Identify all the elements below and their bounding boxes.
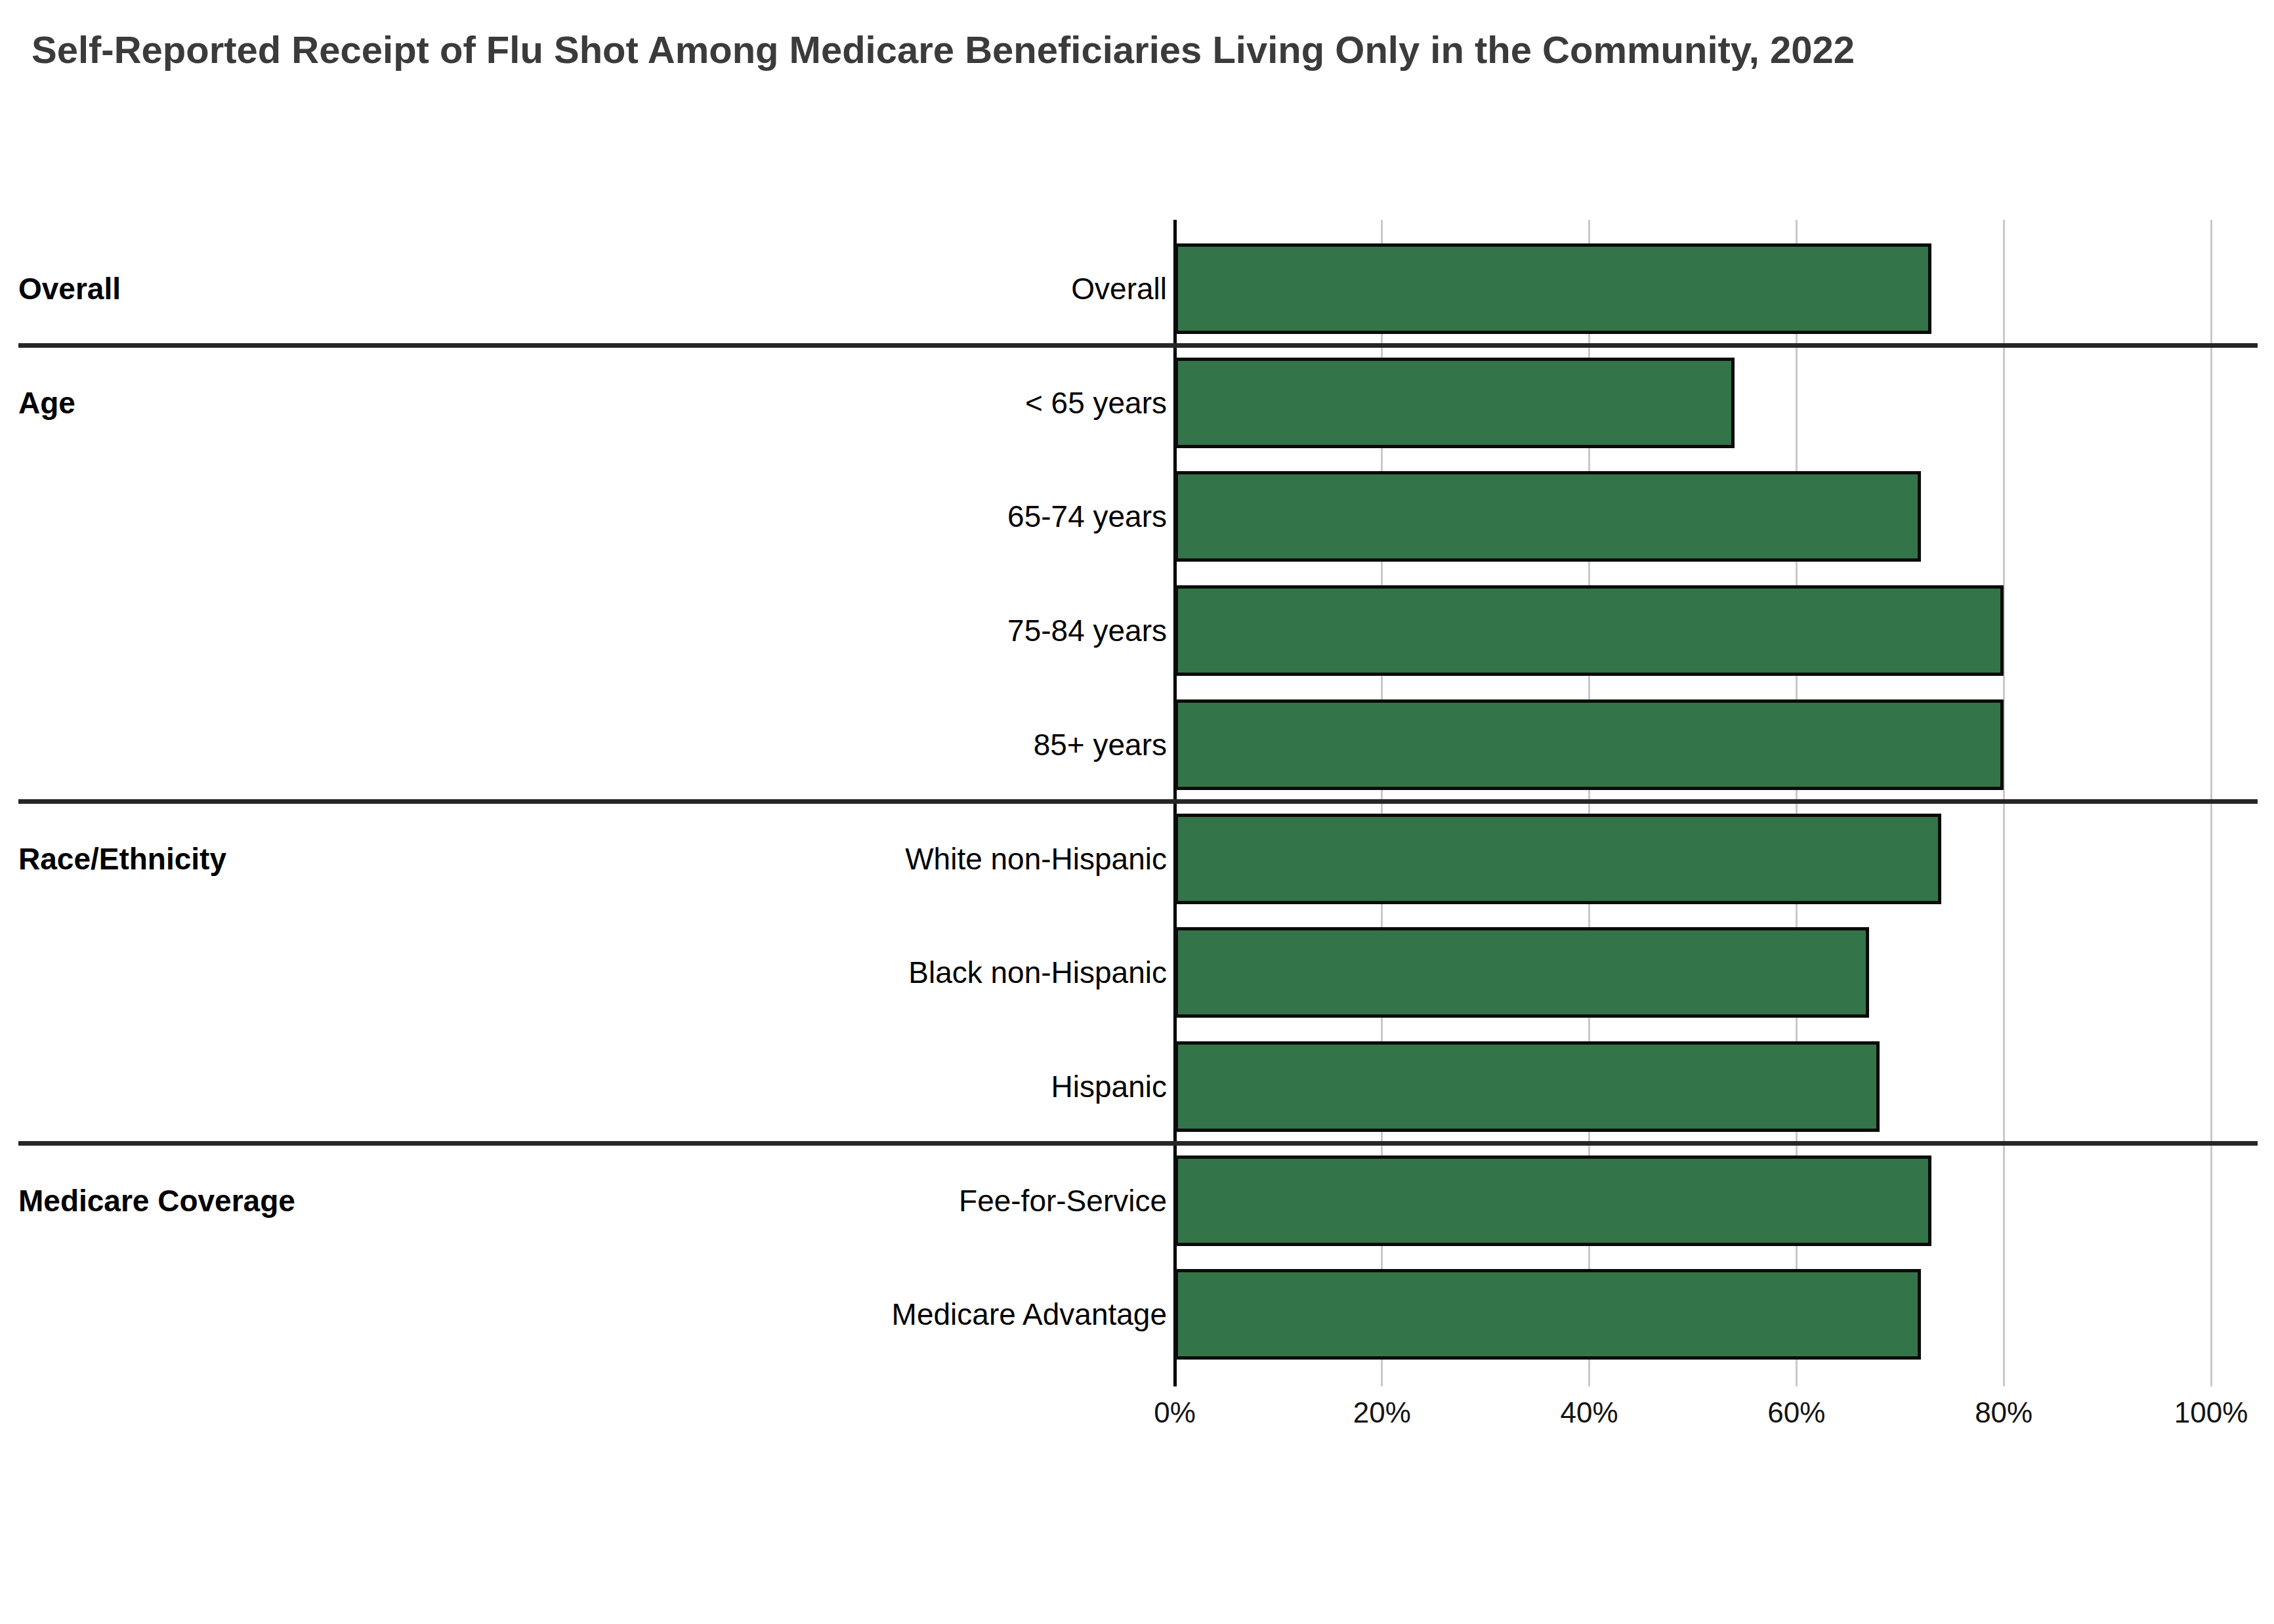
x-tick-label-20: 20% <box>1303 1396 1461 1429</box>
chart-title: Self-Reported Receipt of Flu Shot Among … <box>32 20 2105 80</box>
bar-label-65-years: < 65 years <box>591 385 1167 421</box>
bar-overall <box>1175 243 1931 334</box>
bar-label-medicare-advantage: Medicare Advantage <box>591 1296 1167 1333</box>
x-tick-label-60: 60% <box>1717 1396 1875 1429</box>
bar-label-fee-for-service: Fee-for-Service <box>591 1182 1167 1219</box>
bar-label-75-84-years: 75-84 years <box>591 612 1167 649</box>
bar-black-non-hispanic <box>1175 927 1869 1018</box>
x-tick-label-80: 80% <box>1925 1396 2082 1429</box>
bar-65-years <box>1175 358 1735 448</box>
bar-label-white-non-hispanic: White non-Hispanic <box>591 841 1167 877</box>
section-label-age: Age <box>18 385 478 421</box>
section-divider-age <box>18 343 2258 348</box>
bar-hispanic <box>1175 1041 1880 1132</box>
bar-white-non-hispanic <box>1175 814 1941 904</box>
bar-label-black-non-hispanic: Black non-Hispanic <box>591 954 1167 991</box>
x-tick-label-0: 0% <box>1096 1396 1253 1429</box>
bar-fee-for-service <box>1175 1156 1931 1246</box>
bar-65-74-years <box>1175 471 1921 562</box>
bar-label-85-years: 85+ years <box>591 726 1167 763</box>
bar-label-overall: Overall <box>591 270 1167 307</box>
section-label-medicare-coverage: Medicare Coverage <box>18 1182 478 1219</box>
bar-medicare-advantage <box>1175 1269 1921 1360</box>
section-label-race-ethnicity: Race/Ethnicity <box>18 841 478 877</box>
bar-75-84-years <box>1175 585 2004 676</box>
section-label-overall: Overall <box>18 270 478 307</box>
bar-85-years <box>1175 699 2004 790</box>
section-divider-race-ethnicity <box>18 799 2258 804</box>
section-divider-medicare-coverage <box>18 1141 2258 1146</box>
x-tick-label-100: 100% <box>2132 1396 2274 1429</box>
flu-shot-bar-chart: Self-Reported Receipt of Flu Shot Among … <box>0 0 2274 1624</box>
bar-label-65-74-years: 65-74 years <box>591 498 1167 535</box>
bar-label-hispanic: Hispanic <box>591 1068 1167 1105</box>
x-tick-label-40: 40% <box>1511 1396 1668 1429</box>
